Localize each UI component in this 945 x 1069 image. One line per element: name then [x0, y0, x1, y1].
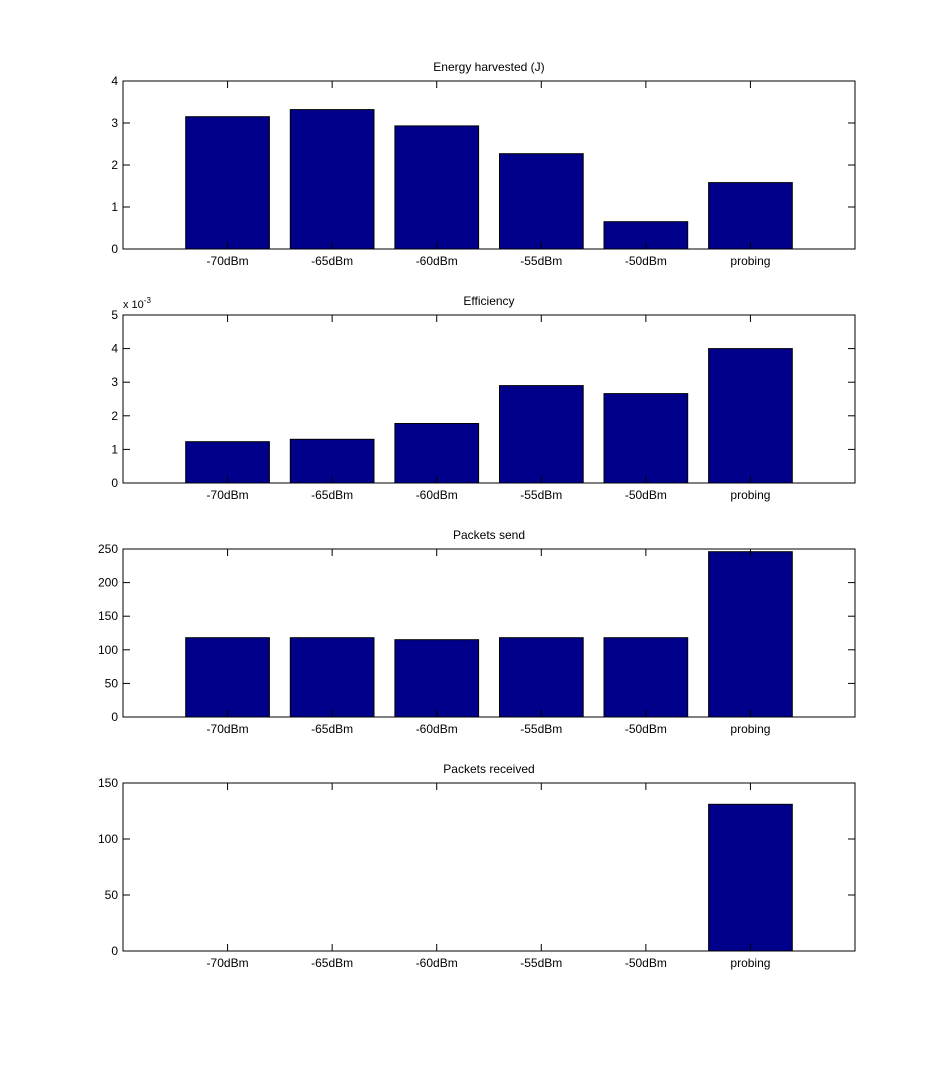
y-tick-label: 5 [111, 308, 118, 322]
bar--60dBm [394, 639, 480, 718]
x-tick-label: -55dBm [520, 722, 562, 736]
chart-title: Packets send [453, 528, 525, 542]
bar--70dBm [185, 637, 270, 718]
y-tick-label: 2 [111, 158, 118, 172]
x-tick-label: -60dBm [416, 254, 458, 268]
bar--55dBm [499, 153, 584, 250]
x-tick-label: -60dBm [416, 956, 458, 970]
x-tick-label: probing [730, 722, 770, 736]
y-tick-label: 0 [111, 710, 118, 724]
x-tick-label: -70dBm [207, 254, 249, 268]
y-exponent-label: x 10-3 [123, 296, 151, 311]
exponent-base: x 10 [123, 299, 144, 311]
bar-probing [708, 182, 793, 250]
x-tick-label: -65dBm [311, 956, 353, 970]
chart-title: Energy harvested (J) [433, 60, 544, 74]
bar--70dBm [185, 116, 270, 250]
y-tick-label: 3 [111, 116, 118, 130]
y-tick-label: 1 [111, 200, 118, 214]
bar--55dBm [499, 385, 584, 484]
y-tick-label: 100 [98, 832, 118, 846]
bar-probing [708, 803, 793, 952]
x-tick-label: -50dBm [625, 722, 667, 736]
bar--50dBm [603, 393, 689, 484]
y-tick-label: 1 [111, 442, 118, 456]
y-tick-label: 2 [111, 409, 118, 423]
x-tick-label: probing [730, 488, 770, 502]
y-tick-label: 150 [98, 776, 118, 790]
bar--60dBm [394, 423, 480, 484]
x-tick-label: -65dBm [311, 254, 353, 268]
y-tick-label: 0 [111, 476, 118, 490]
chart-title: Packets received [443, 762, 534, 776]
x-tick-label: -70dBm [207, 722, 249, 736]
subplot-2: -70dBm -65dBm -60dBm -55dBm -50dBm probing 0 1 2… [111, 294, 856, 502]
y-tick-label: 200 [98, 576, 118, 590]
y-tick-label: 0 [111, 242, 118, 256]
bar--65dBm [289, 438, 375, 484]
bar--50dBm [603, 637, 689, 718]
x-tick-label: -50dBm [625, 956, 667, 970]
x-tick-label: -70dBm [207, 956, 249, 970]
y-tick-label: 100 [98, 643, 118, 657]
bar--65dBm [289, 637, 375, 718]
bar--65dBm [289, 109, 375, 250]
y-tick-label: 150 [98, 609, 118, 623]
y-tick-label: 50 [105, 888, 119, 902]
bar-probing [708, 348, 793, 484]
bar-probing [708, 551, 793, 718]
x-tick-label: -50dBm [625, 488, 667, 502]
bar--55dBm [499, 637, 584, 718]
x-tick-label: -65dBm [311, 488, 353, 502]
x-tick-label: -55dBm [520, 254, 562, 268]
subplot-4: -70dBm -65dBm -60dBm -55dBm -50dBm probing 0 50… [98, 762, 856, 970]
chart-title: Efficiency [463, 294, 514, 308]
y-tick-label: 4 [111, 74, 118, 88]
exponent-power: -3 [144, 296, 152, 305]
x-tick-label: -55dBm [520, 956, 562, 970]
x-tick-label: -50dBm [625, 254, 667, 268]
x-tick-label: -65dBm [311, 722, 353, 736]
y-tick-label: 0 [111, 944, 118, 958]
x-tick-label: probing [730, 956, 770, 970]
y-tick-label: 250 [98, 542, 118, 556]
y-tick-label: 50 [105, 676, 119, 690]
x-tick-label: probing [730, 254, 770, 268]
x-tick-label: -60dBm [416, 722, 458, 736]
bar--60dBm [394, 125, 480, 250]
x-tick-label: -55dBm [520, 488, 562, 502]
x-tick-label: -70dBm [207, 488, 249, 502]
y-tick-label: 4 [111, 342, 118, 356]
subplot-1: -70dBm -65dBm -60dBm -55dBm -50dBm probing 0 1 2… [111, 60, 856, 268]
y-tick-label: 3 [111, 375, 118, 389]
x-tick-label: -60dBm [416, 488, 458, 502]
subplot-3: -70dBm -65dBm -60dBm -55dBm -50dBm probing 0 50… [98, 528, 856, 736]
